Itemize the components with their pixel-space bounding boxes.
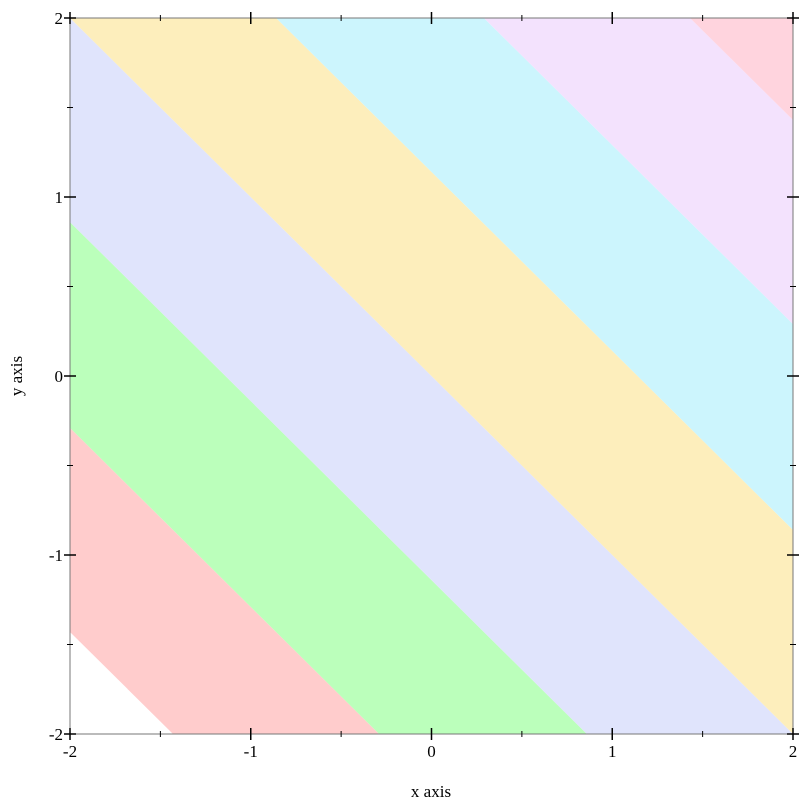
x-tick-label: 1 (608, 742, 617, 761)
x-tick-label: 2 (789, 742, 798, 761)
y-tick-label: -1 (49, 546, 63, 565)
y-tick-label: 2 (55, 9, 64, 28)
axis-ticks (64, 12, 799, 740)
contour-band-5 (276, 18, 794, 530)
x-tick-label: 0 (427, 742, 436, 761)
contour-band-4 (70, 18, 793, 734)
x-axis-label: x axis (411, 782, 451, 801)
contour-band-6 (483, 18, 793, 325)
y-axis-label: y axis (7, 356, 26, 396)
contour-bands (70, 18, 794, 734)
x-tick-label: -1 (244, 742, 258, 761)
y-tick-label: 1 (55, 188, 64, 207)
contour-band-7 (690, 18, 793, 120)
y-tick-label: -2 (49, 725, 63, 744)
y-tick-label: 0 (55, 367, 64, 386)
x-tick-label: -2 (63, 742, 77, 761)
